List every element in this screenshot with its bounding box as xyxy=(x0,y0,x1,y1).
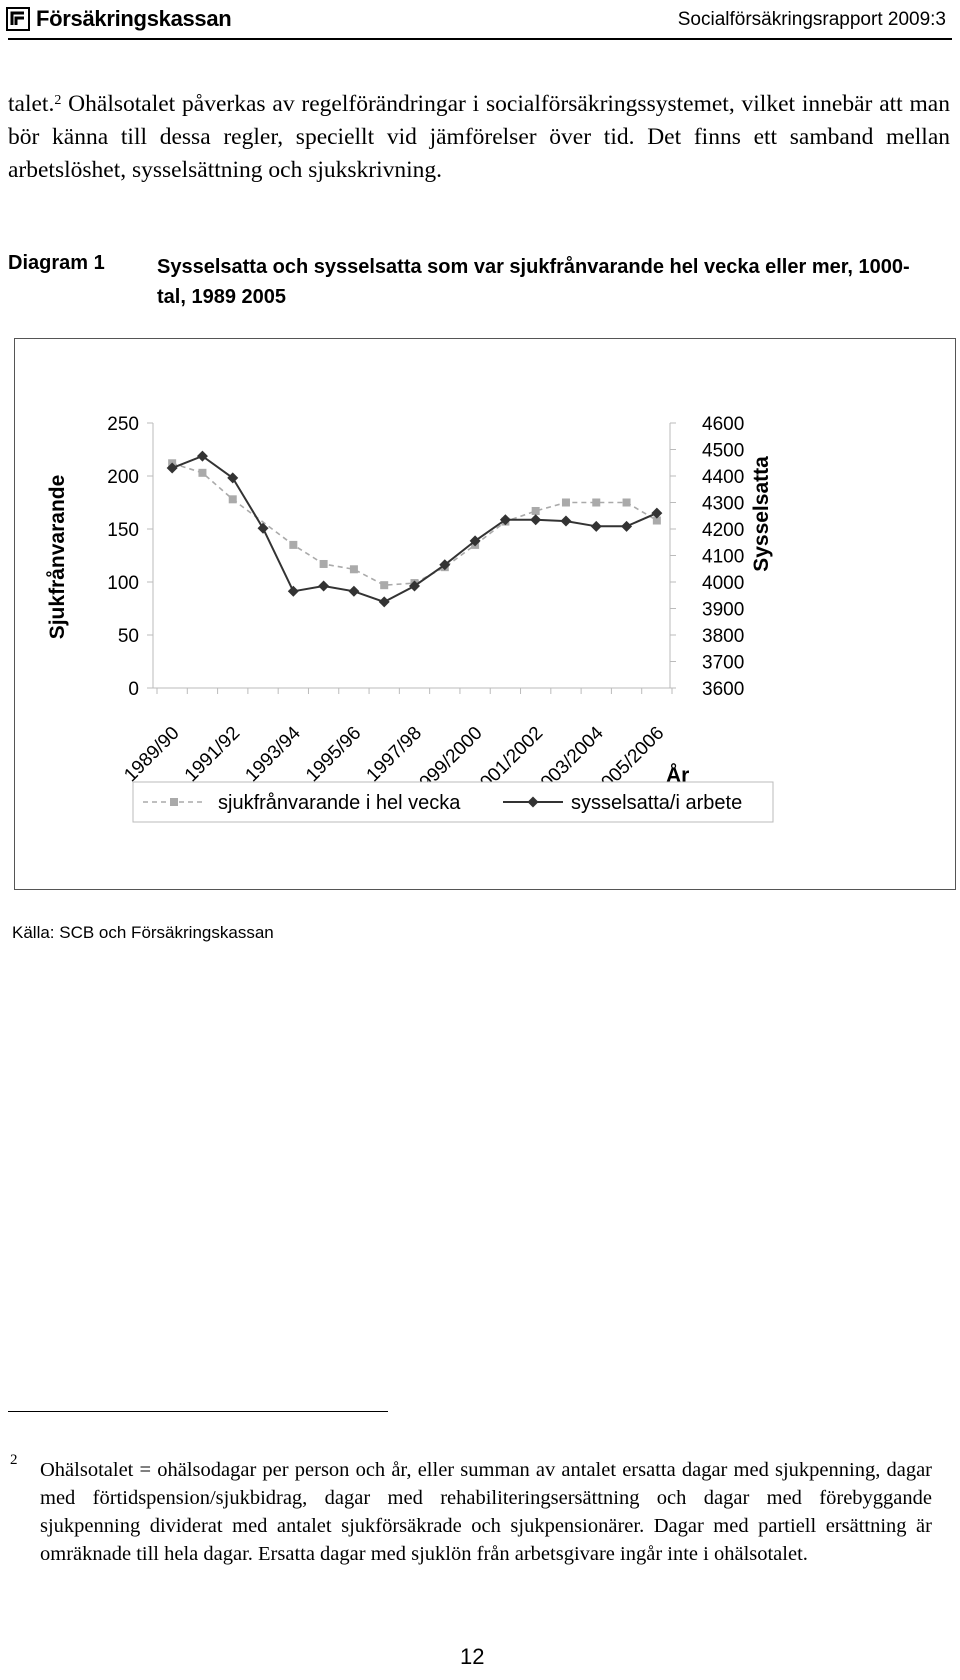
diagram-title: Sysselsatta och sysselsatta som var sjuk… xyxy=(157,256,910,308)
data-point-diamond xyxy=(257,522,269,534)
legend-marker-2 xyxy=(527,796,539,808)
logo: Försäkringskassan xyxy=(6,4,232,34)
x-tick-label: 1993/94 xyxy=(241,722,305,786)
right-tick-label: 4600 xyxy=(702,414,744,435)
right-tick-label: 4500 xyxy=(702,441,744,462)
data-point-square xyxy=(622,498,631,507)
data-point-diamond xyxy=(409,580,420,592)
data-point-square xyxy=(652,516,661,525)
data-point-diamond xyxy=(651,507,663,519)
data-point-square xyxy=(380,581,389,590)
data-point-diamond xyxy=(590,520,602,532)
data-point-diamond xyxy=(560,515,572,527)
right-tick-label: 3900 xyxy=(702,600,744,621)
body-paragraph: talet.2 Ohälsotalet påverkas av regelför… xyxy=(8,88,950,187)
page-header: Försäkringskassan Socialförsäkringsrappo… xyxy=(0,0,960,40)
left-tick-label: 50 xyxy=(118,626,139,647)
data-point-diamond xyxy=(378,596,390,608)
source-note: Källa: SCB och Försäkringskassan xyxy=(12,923,274,942)
x-tick-label: 1989/90 xyxy=(120,723,183,786)
left-tick-label: 100 xyxy=(107,573,139,594)
data-point-square xyxy=(349,565,358,574)
x-axis-title: År xyxy=(666,763,689,787)
footnote-text: Ohälsotalet = ohälsodagar per person och… xyxy=(40,1459,932,1565)
series-line-1 xyxy=(171,462,658,587)
data-point-diamond xyxy=(348,585,360,597)
chart-frame: 0 50 100 150 200 250 3600 3700 3800 3900 4000 4100 4… xyxy=(14,338,956,890)
left-tick-label: 0 xyxy=(128,679,139,700)
data-point-diamond xyxy=(439,559,451,571)
footnote-mark: 2 xyxy=(10,1452,18,1468)
data-point-diamond xyxy=(530,514,542,526)
report-title: Socialförsäkringsrapport 2009:3 xyxy=(677,9,946,30)
legend-marker-1 xyxy=(170,798,178,806)
line-chart: 0 50 100 150 200 250 3600 3700 3800 3900 4000 4100 4… xyxy=(46,414,774,823)
data-point-diamond xyxy=(499,514,511,526)
right-tick-label: 4000 xyxy=(702,573,744,594)
left-tick-label: 150 xyxy=(107,520,139,541)
data-point-diamond xyxy=(318,580,330,592)
diagram-label: Diagram 1 xyxy=(8,252,105,274)
paragraph-text: Ohälsotalet påverkas av regelförändringa… xyxy=(8,91,950,183)
data-point-square xyxy=(198,468,207,477)
paragraph-start: talet. xyxy=(8,91,55,117)
legend-label-1: sjukfrånvarande i hel vecka xyxy=(218,792,461,814)
data-point-square xyxy=(228,495,237,504)
logo-text: Försäkringskassan xyxy=(36,6,232,31)
data-point-diamond xyxy=(469,535,481,547)
data-point-square xyxy=(531,506,540,515)
legend-label-2: sysselsatta/i arbete xyxy=(571,792,742,814)
legend-box xyxy=(132,781,774,823)
right-tick-label: 3600 xyxy=(702,679,744,700)
left-axis-title: Sjukfrånvarande xyxy=(46,475,69,640)
data-point-diamond xyxy=(621,520,633,532)
data-point-diamond xyxy=(287,585,299,597)
data-point-square xyxy=(592,498,601,507)
x-tick-label: 1991/92 xyxy=(181,723,244,786)
right-tick-label: 4100 xyxy=(702,547,744,568)
footnote-reference[interactable]: 2 xyxy=(54,93,62,108)
logo-mark-icon xyxy=(6,7,30,31)
x-tick-label: 1995/96 xyxy=(302,723,365,786)
right-tick-label: 4300 xyxy=(702,494,744,515)
footnote-divider xyxy=(8,1411,388,1412)
right-tick-label: 3700 xyxy=(702,653,744,674)
header-divider xyxy=(8,38,952,40)
data-point-diamond xyxy=(227,472,239,484)
left-tick-label: 250 xyxy=(107,414,139,435)
data-point-square xyxy=(319,559,328,568)
left-tick-label: 200 xyxy=(107,467,139,488)
data-point-diamond xyxy=(166,462,178,474)
right-tick-label: 4200 xyxy=(702,520,744,541)
right-tick-label: 4400 xyxy=(702,467,744,488)
right-tick-label: 3800 xyxy=(702,626,744,647)
footnote: Ohälsotalet = ohälsodagar per person och… xyxy=(40,1456,932,1568)
data-point-square xyxy=(289,540,298,549)
page-number: 12 xyxy=(460,1644,485,1669)
data-point-square xyxy=(561,498,570,507)
right-axis-title: Sysselsatta xyxy=(750,456,773,572)
data-point-diamond xyxy=(196,450,208,462)
